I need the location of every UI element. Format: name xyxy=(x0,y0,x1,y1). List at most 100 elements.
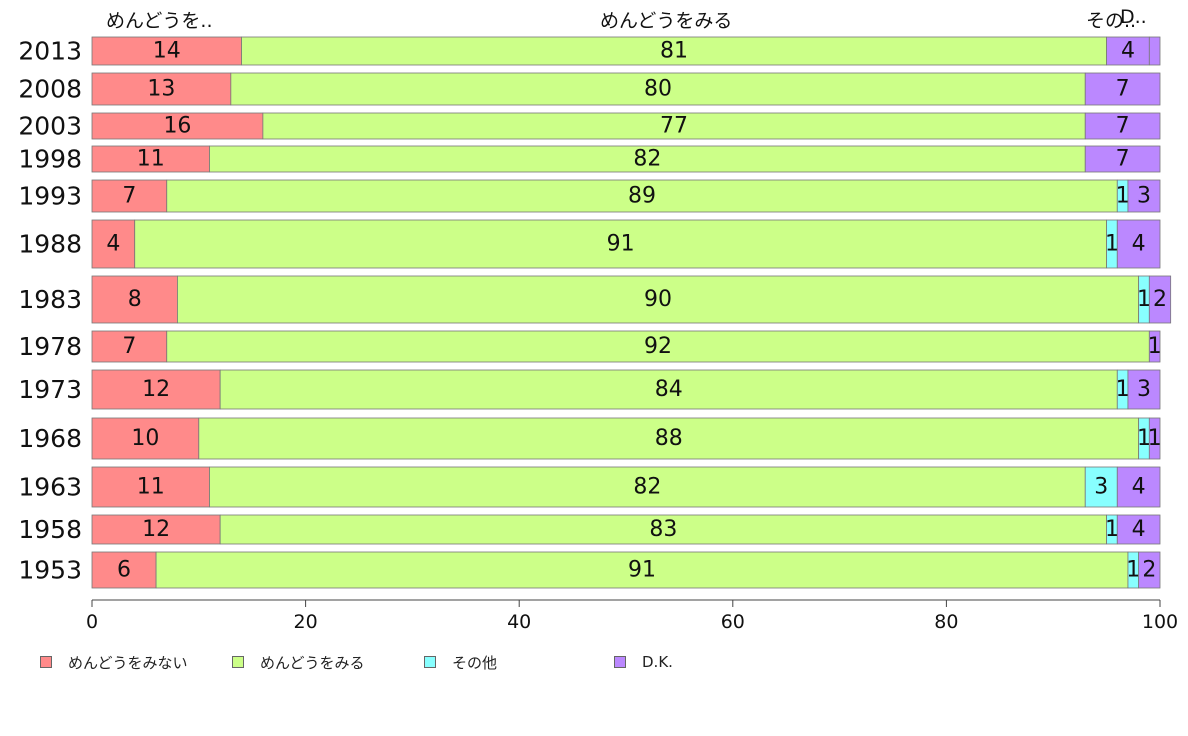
y-tick-label: 1988 xyxy=(18,230,82,259)
data-label: 91 xyxy=(607,232,635,257)
data-label: 11 xyxy=(137,147,165,172)
data-label: 12 xyxy=(142,517,170,542)
bar-segment xyxy=(1084,72,1161,106)
data-label: 92 xyxy=(644,334,672,359)
bar-segment xyxy=(91,466,210,508)
legend-swatch-sonota xyxy=(424,656,436,668)
bar-segment xyxy=(1116,219,1161,269)
bar-segment xyxy=(1116,466,1161,508)
data-label: 4 xyxy=(1132,517,1146,542)
data-label: 1 xyxy=(1137,287,1151,312)
bar-segment xyxy=(91,369,221,410)
legend-swatch-dk xyxy=(614,656,626,668)
x-tick-label: 100 xyxy=(1142,611,1178,633)
bar-segment xyxy=(166,179,1118,213)
legend-swatch-mendou-miru xyxy=(232,656,244,668)
data-label: 16 xyxy=(163,114,191,139)
y-tick-label: 1958 xyxy=(18,515,82,544)
data-label: 7 xyxy=(1116,147,1130,172)
y-tick-label: 1953 xyxy=(18,556,82,585)
legend-label-dk: D.K. xyxy=(642,653,673,671)
data-label: 12 xyxy=(142,377,170,402)
bar-segment xyxy=(1138,551,1161,589)
bar-segment xyxy=(91,145,210,173)
bar-segment xyxy=(91,72,232,106)
legend-item-dk: D.K. xyxy=(614,650,673,674)
bar-segment xyxy=(91,275,178,324)
data-label: 7 xyxy=(1116,114,1130,139)
x-tick-label: 60 xyxy=(721,611,745,633)
bar-segment xyxy=(1148,417,1161,460)
data-label: 2 xyxy=(1142,558,1156,583)
data-label: 81 xyxy=(660,39,688,64)
bar-segment xyxy=(1084,145,1161,173)
legend-item-mendou-minai: めんどうをみない xyxy=(40,650,188,674)
bar-segment xyxy=(1127,369,1161,410)
data-label: 82 xyxy=(633,475,661,500)
y-tick-label: 1973 xyxy=(18,375,82,404)
bar-segment xyxy=(219,369,1118,410)
legend-item-mendou-miru: めんどうをみる xyxy=(232,650,365,674)
data-label: 91 xyxy=(628,558,656,583)
y-tick-label: 2003 xyxy=(18,112,82,141)
legend-swatch-mendou-minai xyxy=(40,656,52,668)
legend-label-mendou-minai: めんどうをみない xyxy=(68,653,188,672)
bar-segment xyxy=(1084,112,1161,140)
bar-segment xyxy=(1116,514,1161,545)
legend-label-mendou-miru: めんどうをみる xyxy=(260,653,365,672)
y-tick-label: 1963 xyxy=(18,473,82,502)
data-label: 7 xyxy=(1116,77,1130,102)
bar-segment xyxy=(91,179,168,213)
x-tick-label: 40 xyxy=(507,611,531,633)
bar-segment xyxy=(91,551,157,589)
bar-segment xyxy=(241,36,1108,66)
top-label-series-1: めんどうを.. xyxy=(106,10,213,32)
data-label: 1 xyxy=(1105,232,1119,257)
data-label: 3 xyxy=(1094,475,1108,500)
data-label: 2 xyxy=(1153,287,1167,312)
legend-label-sonota: その他 xyxy=(452,653,498,672)
bar-segment xyxy=(91,514,221,545)
bar-segment xyxy=(1106,36,1150,66)
y-tick-label: 1993 xyxy=(18,182,82,211)
data-label: 89 xyxy=(628,184,656,209)
bar-segment xyxy=(166,330,1150,363)
bar-segment xyxy=(91,36,242,66)
data-label: 77 xyxy=(660,114,688,139)
bar-segment xyxy=(198,417,1140,460)
data-label: 1 xyxy=(1116,184,1130,209)
data-label: 3 xyxy=(1137,377,1151,402)
bar-segment xyxy=(1148,275,1172,324)
bar-segment xyxy=(177,275,1140,324)
x-tick-label: 20 xyxy=(294,611,318,633)
data-label: 80 xyxy=(644,77,672,102)
data-label: 4 xyxy=(1121,39,1135,64)
data-label: 11 xyxy=(137,475,165,500)
y-tick-label: 1968 xyxy=(18,424,82,453)
legend-item-sonota: その他 xyxy=(424,650,497,674)
bar-segment xyxy=(1127,179,1161,213)
y-tick-label: 2013 xyxy=(18,37,82,66)
data-label: 10 xyxy=(131,426,159,451)
data-label: 4 xyxy=(1132,475,1146,500)
bar-segment xyxy=(262,112,1086,140)
y-tick-label: 1978 xyxy=(18,332,82,361)
x-tick-label: 80 xyxy=(934,611,958,633)
data-label: 84 xyxy=(655,377,683,402)
data-label: 1 xyxy=(1148,426,1162,451)
top-label-series-2: めんどうをみる xyxy=(600,10,733,32)
data-label: 1 xyxy=(1116,377,1130,402)
top-label-series-4: D.. xyxy=(1120,6,1147,28)
data-label: 14 xyxy=(153,39,181,64)
bar-segment xyxy=(91,112,264,140)
data-label: 82 xyxy=(633,147,661,172)
data-label: 4 xyxy=(1132,232,1146,257)
x-tick-label: 0 xyxy=(86,611,98,633)
data-label: 7 xyxy=(122,334,136,359)
data-label: 1 xyxy=(1137,426,1151,451)
y-tick-label: 2008 xyxy=(18,75,82,104)
bar-segment xyxy=(209,466,1086,508)
data-label: 88 xyxy=(655,426,683,451)
bar-segment xyxy=(1148,330,1161,363)
